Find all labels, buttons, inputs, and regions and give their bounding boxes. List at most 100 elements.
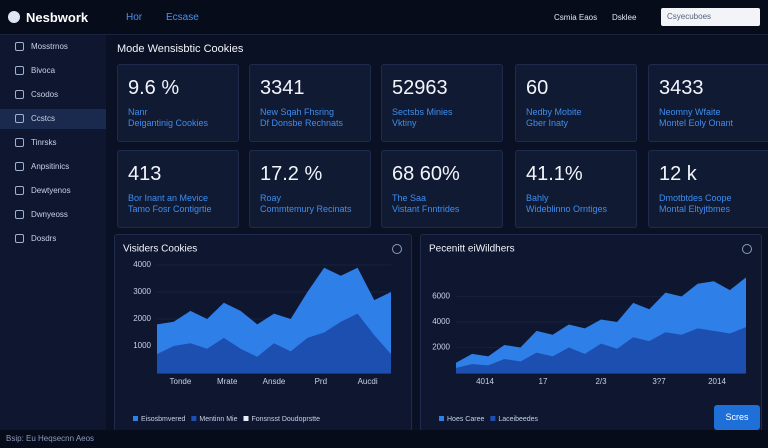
legend-swatch bbox=[243, 416, 249, 421]
legend-label: Mentinn Mie bbox=[199, 416, 237, 423]
x-tick-label: Ansde bbox=[263, 377, 286, 386]
kpi-label: Gber Inaty bbox=[526, 118, 569, 128]
x-tick-label: 3?7 bbox=[652, 377, 666, 386]
chart-title: Visiders Cookies bbox=[123, 244, 197, 255]
footer: Bsip: Eu Heqsecnn Aeos bbox=[0, 430, 768, 448]
kpi-label: Commtemury Recinats bbox=[260, 204, 352, 214]
kpi-label: Roay bbox=[260, 193, 282, 203]
x-tick-label: Aucdi bbox=[358, 377, 378, 386]
chart-title: Pecenitt eiWildhers bbox=[429, 244, 515, 255]
page-title: Mode Wensisbtic Cookies bbox=[117, 43, 244, 55]
chart: Pecenitt eiWildhers 2000 4000 6000 4014 17 2/3… bbox=[429, 244, 752, 423]
y-tick-label: 2000 bbox=[133, 314, 151, 323]
icon bbox=[15, 234, 24, 244]
logo bbox=[8, 11, 20, 23]
kpi-label: Df Donsbe Rechnats bbox=[260, 118, 344, 128]
header-link[interactable]: Dsklee bbox=[612, 13, 637, 22]
icon bbox=[15, 66, 24, 76]
y-tick-label: 1000 bbox=[133, 341, 151, 350]
kpi-label: Nedby Mobite bbox=[526, 107, 582, 117]
kpi-label: Vktiny bbox=[392, 118, 417, 128]
nav-link[interactable]: Ecsase bbox=[166, 12, 199, 23]
label: Dosdrs bbox=[31, 234, 57, 243]
legend-swatch bbox=[133, 416, 138, 421]
x-tick-label: Mrate bbox=[217, 377, 238, 386]
sidebar-item[interactable]: Csodos bbox=[0, 85, 106, 105]
kpi-label: Vistant Fnntrides bbox=[392, 204, 460, 214]
legend-label: Fonsnsst Doudoprstte bbox=[252, 416, 321, 423]
kpi-label: Montal Eltyjtbmes bbox=[659, 204, 731, 214]
kpi-value: 3341 bbox=[260, 77, 305, 99]
kpi-card: 413 Bor Inant an Mevice Tamo Fosr Contigrt… bbox=[117, 150, 239, 228]
header-link[interactable]: Csmia Eaos bbox=[554, 13, 598, 22]
kpi-value: 3433 bbox=[659, 77, 704, 99]
sidebar: Mosstrnos Bivoca Csodos Ccstcs Tinrsks Anpsit… bbox=[0, 35, 106, 430]
info-icon bbox=[392, 244, 402, 254]
kpi-label: New Sqah Fhsring bbox=[260, 107, 335, 117]
label: Anpsitinics bbox=[31, 162, 70, 171]
chart: Visiders Cookies 1000 2000 3000 4000 Tonde Mra… bbox=[123, 244, 402, 423]
x-tick-label: Prd bbox=[315, 377, 327, 386]
label: Dwnyeoss bbox=[31, 210, 68, 219]
search-box[interactable]: Csyecuboes bbox=[661, 8, 760, 26]
icon bbox=[15, 42, 24, 52]
sidebar-item[interactable]: Bivoca bbox=[0, 61, 106, 81]
sidebar-item[interactable]: Anpsitinics bbox=[0, 157, 106, 177]
kpi-value: 60 bbox=[526, 77, 549, 99]
footer-text: Bsip: Eu Heqsecnn Aeos bbox=[6, 434, 95, 443]
legend-label: Laceibeedes bbox=[498, 416, 538, 423]
sidebar-item[interactable]: Tinrsks bbox=[0, 133, 106, 153]
x-tick-label: 2/3 bbox=[595, 377, 607, 386]
kpi-value: 12 k bbox=[659, 163, 697, 185]
icon bbox=[15, 138, 24, 148]
kpi-value: 68 60% bbox=[392, 163, 460, 185]
button[interactable]: Scres bbox=[714, 405, 760, 430]
y-tick-label: 6000 bbox=[432, 292, 450, 301]
sidebar-item[interactable]: Dosdrs bbox=[0, 229, 106, 249]
legend-label: Eisosbmvered bbox=[141, 416, 185, 423]
x-tick-label: 2014 bbox=[708, 377, 726, 386]
chart-panel: Pecenitt eiWildhers 2000 4000 6000 4014 17 2/3… bbox=[420, 234, 762, 432]
label: Mosstrnos bbox=[31, 42, 68, 51]
chart-panel: Visiders Cookies 1000 2000 3000 4000 Tonde Mra… bbox=[114, 234, 412, 432]
sidebar-item[interactable]: Dewtyenos bbox=[0, 181, 106, 201]
kpi-label: Sectsbs Minies bbox=[392, 107, 453, 117]
label: Tinrsks bbox=[31, 138, 57, 147]
label: Dewtyenos bbox=[31, 186, 71, 195]
kpi-card: 3433 Neomny Wfaite Montel Eoly Onant bbox=[648, 64, 768, 142]
kpi-label: Neomny Wfaite bbox=[659, 107, 721, 117]
area bbox=[456, 327, 746, 373]
y-tick-label: 3000 bbox=[133, 287, 151, 296]
label: Csodos bbox=[31, 90, 59, 99]
kpi-label: Wideblinno Orntiges bbox=[526, 204, 608, 214]
x-tick-label: 17 bbox=[539, 377, 548, 386]
icon bbox=[15, 162, 24, 172]
info-icon bbox=[742, 244, 752, 254]
sidebar-item[interactable]: Mosstrnos bbox=[0, 37, 106, 57]
icon bbox=[15, 90, 24, 100]
kpi-label: Deigantinig Cookies bbox=[128, 118, 209, 128]
y-tick-label: 2000 bbox=[432, 343, 450, 352]
kpi-card: 60 Nedby Mobite Gber Inaty bbox=[515, 64, 637, 142]
kpi-label: Bahly bbox=[526, 193, 549, 203]
kpi-card: 52963 Sectsbs Minies Vktiny bbox=[381, 64, 503, 142]
icon bbox=[15, 114, 24, 124]
kpi-value: 17.2 % bbox=[260, 163, 323, 185]
kpi-card: 41.1% Bahly Wideblinno Orntiges bbox=[515, 150, 637, 228]
kpi-card: 17.2 % Roay Commtemury Recinats bbox=[249, 150, 371, 228]
sidebar-item[interactable]: Dwnyeoss bbox=[0, 205, 106, 225]
sidebar-item[interactable]: Ccstcs bbox=[0, 109, 106, 129]
icon bbox=[15, 210, 24, 220]
kpi-label: Nanr bbox=[128, 107, 148, 117]
y-tick-label: 4000 bbox=[133, 260, 151, 269]
x-tick-label: Tonde bbox=[170, 377, 192, 386]
kpi-value: 52963 bbox=[392, 77, 448, 99]
kpi-card: 3341 New Sqah Fhsring Df Donsbe Rechnats bbox=[249, 64, 371, 142]
kpi-card: 68 60% The Saa Vistant Fnntrides bbox=[381, 150, 503, 228]
nav-link[interactable]: Hor bbox=[126, 12, 143, 23]
y-tick-label: 4000 bbox=[432, 317, 450, 326]
kpi-label: Dmotbtdes Coope bbox=[659, 193, 732, 203]
kpi-value: 41.1% bbox=[526, 163, 583, 185]
label: Bivoca bbox=[31, 66, 56, 75]
